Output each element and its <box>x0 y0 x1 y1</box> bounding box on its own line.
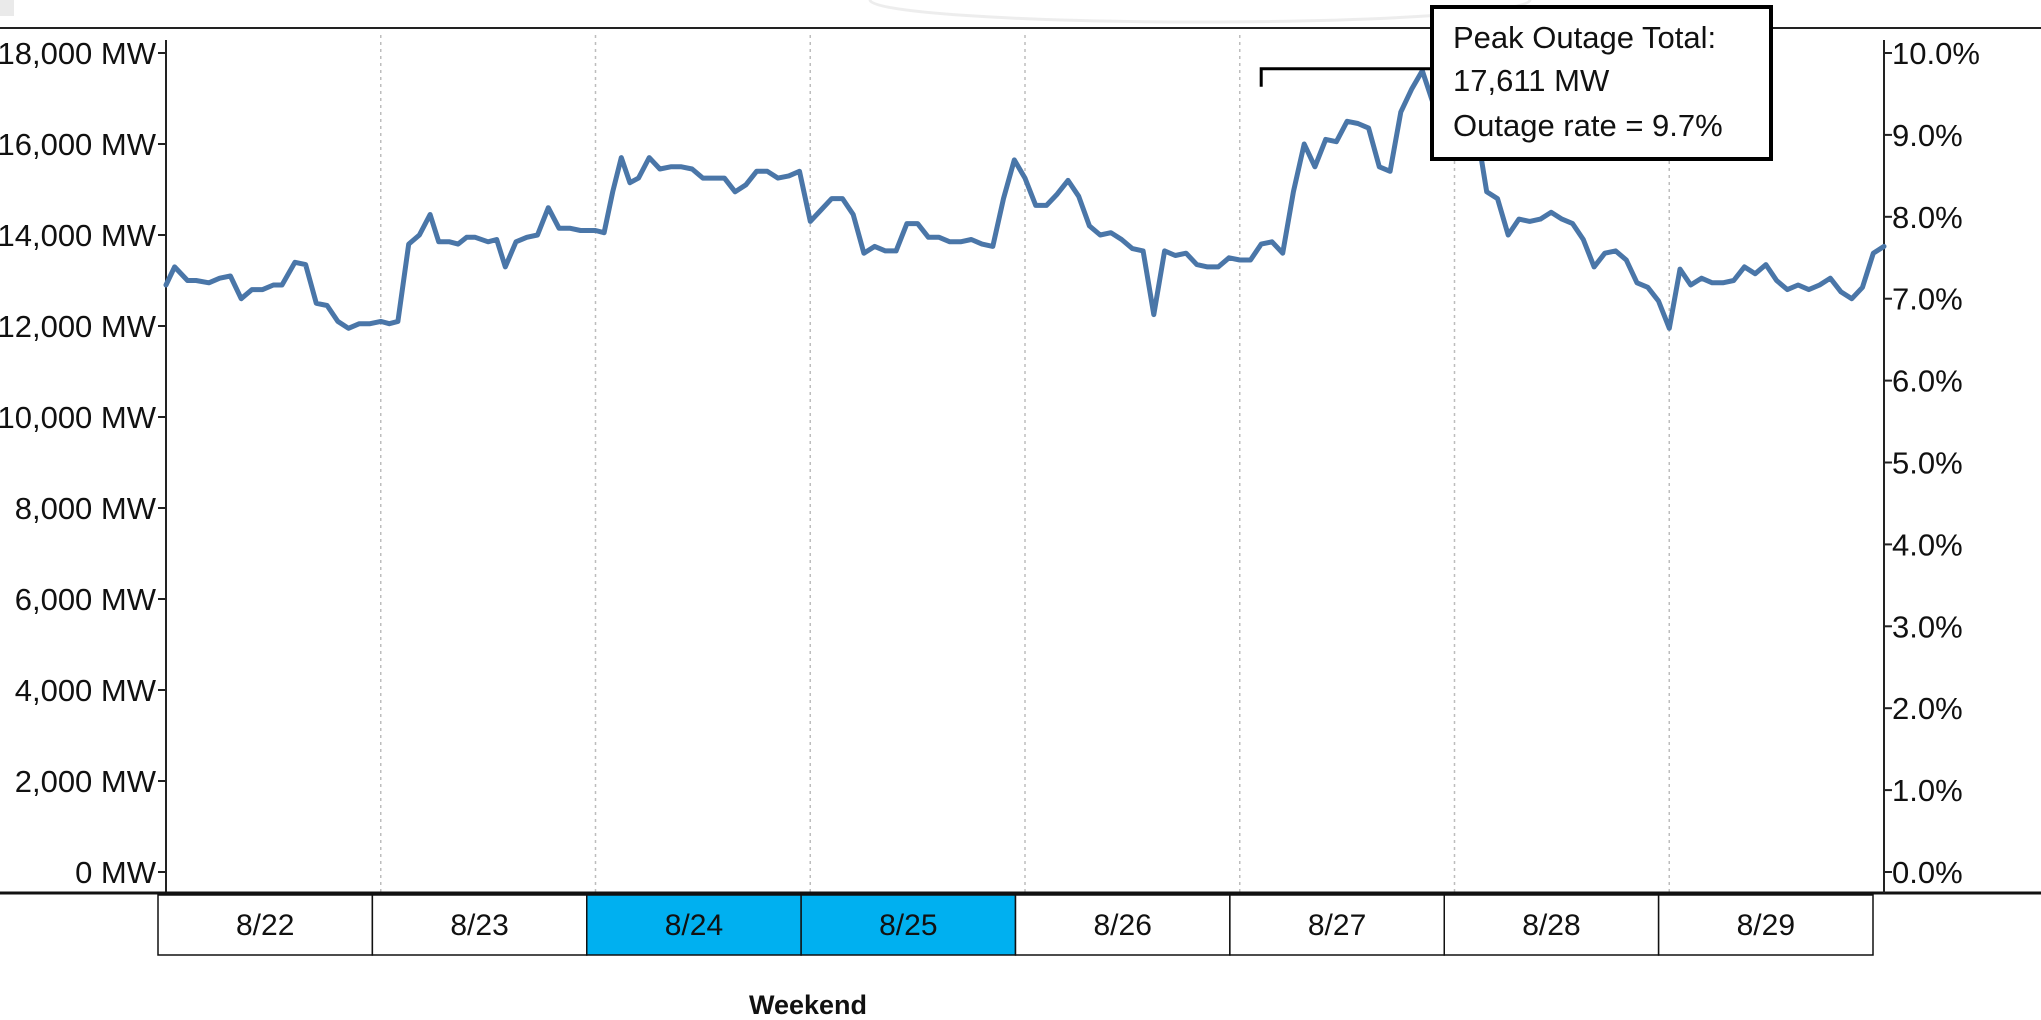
date-label: 8/22 <box>236 909 294 942</box>
date-label: 8/28 <box>1522 909 1580 942</box>
series-group <box>163 68 1887 331</box>
callout-line-1: Peak Outage Total: <box>1453 20 1716 55</box>
callout-leader-line <box>1259 67 1432 87</box>
callout-box <box>1430 5 1773 161</box>
right-tick-label: 8.0% <box>1892 200 1963 235</box>
left-tick-label: 16,000 MW <box>0 127 157 162</box>
date-category-row: 8/22 8/23 8/24 8/25 8/26 8/27 8/28 8/29 <box>157 894 1874 956</box>
date-box <box>1014 894 1231 956</box>
date-label: 8/25 <box>879 909 937 942</box>
callout-line-3: Outage rate = 9.7% <box>1453 108 1723 143</box>
date-box <box>157 894 374 956</box>
weekend-date-box <box>586 894 802 956</box>
date-label: 8/24 <box>665 909 723 942</box>
right-tick-label: 1.0% <box>1892 773 1963 808</box>
date-box <box>1443 894 1660 956</box>
left-tick-label: 12,000 MW <box>0 309 157 344</box>
left-tick-label: 18,000 MW <box>0 36 157 71</box>
date-label: 8/27 <box>1308 909 1366 942</box>
right-tick-label: 5.0% <box>1892 446 1963 481</box>
vertical-gridlines <box>380 35 1670 893</box>
weekend-label: Weekend <box>749 990 867 1020</box>
right-y-axis: 0.0% 1.0% 2.0% 3.0% 4.0% 5.0% 6.0% 7.0% 8.0% 9.0%… <box>1883 36 1980 893</box>
right-tick-label: 6.0% <box>1892 364 1963 399</box>
date-label: 8/29 <box>1737 909 1795 942</box>
left-tick-label: 10,000 MW <box>0 400 157 435</box>
left-tick-label: 0 MW <box>75 855 157 890</box>
right-tick-label: 10.0% <box>1892 36 1980 71</box>
right-tick-label: 2.0% <box>1892 691 1963 726</box>
right-tick-label: 0.0% <box>1892 855 1963 890</box>
weekend-date-box <box>800 894 1017 956</box>
left-tick-label: 8,000 MW <box>15 491 157 526</box>
right-tick-label: 4.0% <box>1892 527 1963 562</box>
left-y-axis: 0 MW 2,000 MW 4,000 MW 6,000 MW 8,000 MW 10,0… <box>0 36 2041 895</box>
right-tick-label: 9.0% <box>1892 118 1963 153</box>
peak-callout: Peak Outage Total: 17,611 MW Outage rate… <box>1259 5 1773 161</box>
left-tick-label: 14,000 MW <box>0 218 157 253</box>
outage-series-line <box>163 68 1887 331</box>
date-label: 8/26 <box>1093 909 1151 942</box>
date-box <box>1657 894 1874 956</box>
date-label: 8/23 <box>450 909 508 942</box>
background-watermark <box>0 0 1532 24</box>
date-box <box>371 894 588 956</box>
date-box <box>1229 894 1445 956</box>
right-tick-label: 7.0% <box>1892 282 1963 317</box>
callout-line-2: 17,611 MW <box>1453 63 1610 98</box>
right-tick-label: 3.0% <box>1892 609 1963 644</box>
left-tick-label: 2,000 MW <box>15 764 157 799</box>
left-tick-label: 6,000 MW <box>15 582 157 617</box>
left-tick-label: 4,000 MW <box>15 673 157 708</box>
